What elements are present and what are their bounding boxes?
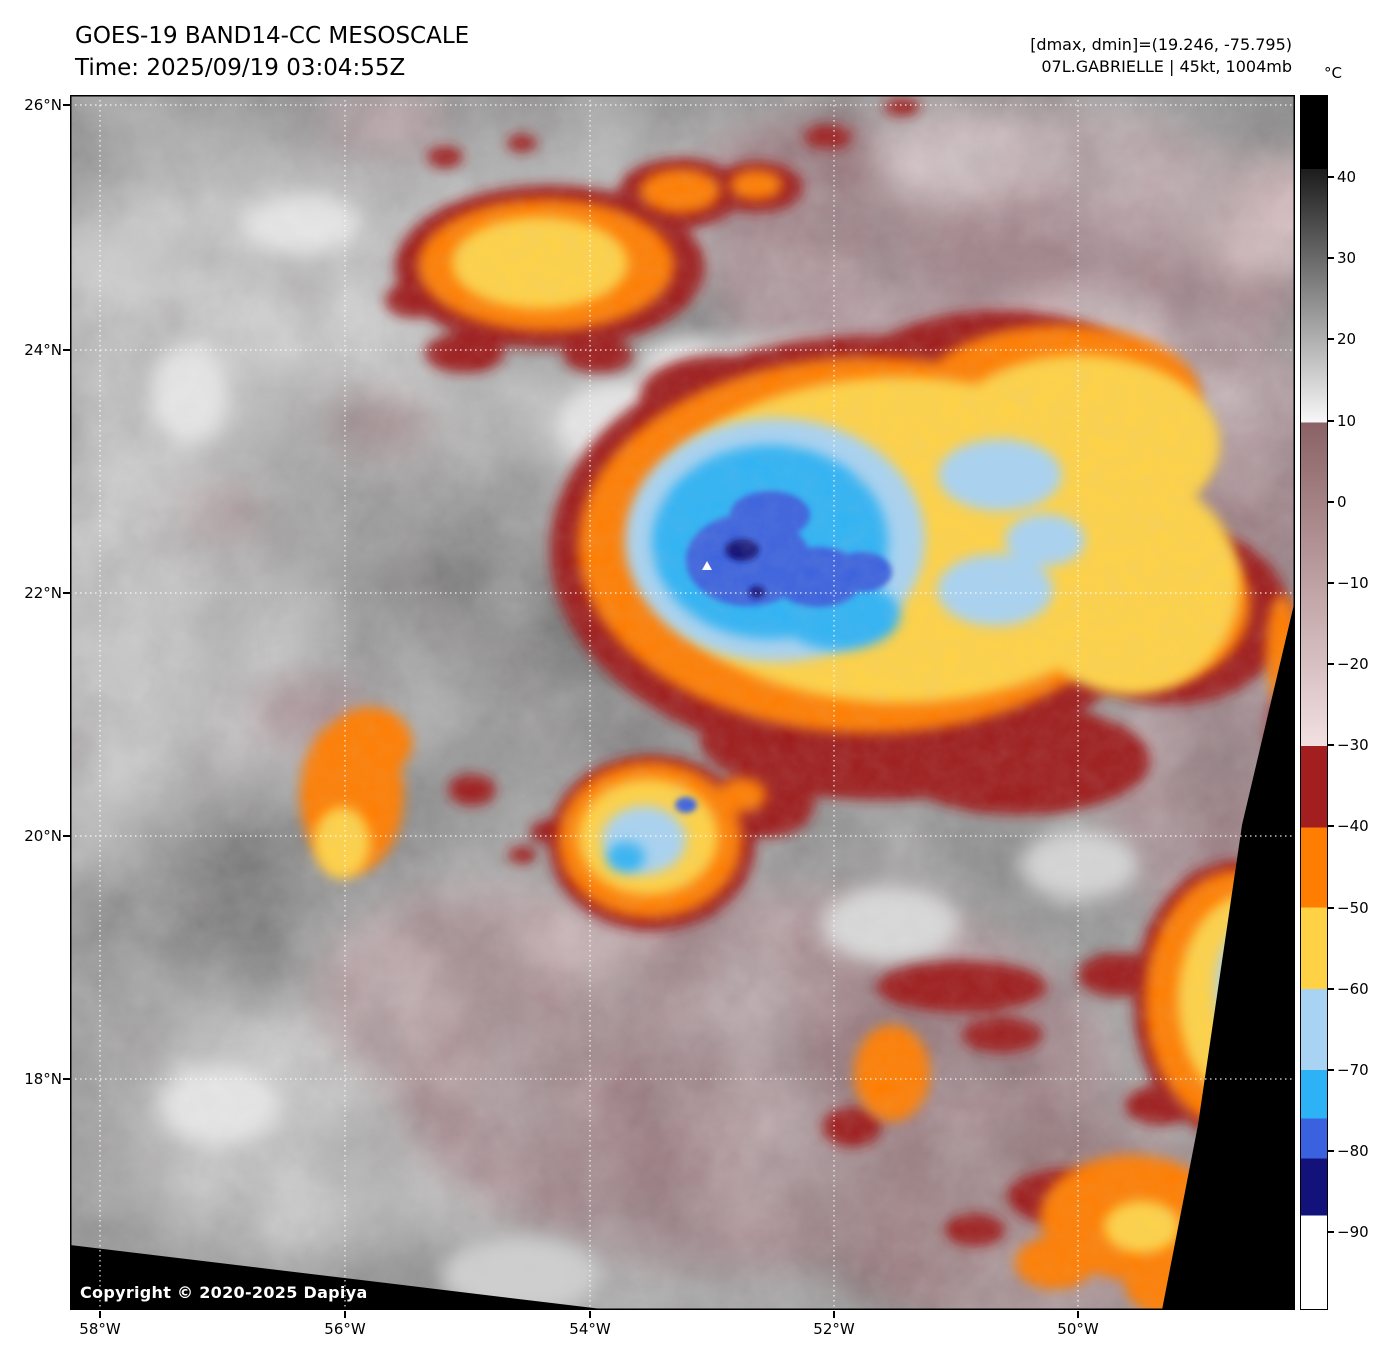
satellite-imagery (70, 95, 1295, 1310)
lon-tick (1077, 1311, 1079, 1318)
cbar-tick-n10: −10 (1328, 574, 1369, 592)
lon-tick (344, 1311, 346, 1318)
lon-label-50w: 50°W (1057, 1320, 1099, 1338)
lat-tick (63, 104, 70, 106)
lat-label-18n: 18°N (24, 1070, 62, 1088)
cbar-tick-n60: −60 (1328, 980, 1369, 998)
dmax-dmin-readout: [dmax, dmin]=(19.246, -75.795) (1030, 35, 1292, 54)
grain-overlay (70, 95, 1295, 1310)
cbar-tick-n40: −40 (1328, 817, 1369, 835)
cbar-tick-10: 10 (1327, 412, 1357, 430)
lat-tick (63, 592, 70, 594)
lat-label-22n: 22°N (24, 584, 62, 602)
lat-tick (63, 349, 70, 351)
lon-label-52w: 52°W (813, 1320, 855, 1338)
cbar-tick-n30: −30 (1328, 736, 1369, 754)
cbar-tick-30: 30 (1327, 249, 1357, 267)
cbar-tick-20: 20 (1327, 330, 1357, 348)
satellite-map (70, 95, 1295, 1310)
plot-title: GOES-19 BAND14-CC MESOSCALE (75, 23, 470, 49)
storm-info-label: 07L.GABRIELLE | 45kt, 1004mb (1041, 57, 1292, 76)
lon-tick (99, 1311, 101, 1318)
lat-tick (63, 1078, 70, 1080)
lat-label-24n: 24°N (24, 341, 62, 359)
colorbar-unit-label: °C (1324, 64, 1342, 82)
grid-lines (70, 95, 1295, 1310)
plot-info: [dmax, dmin]=(19.246, -75.795) 07L.GABRI… (1030, 34, 1292, 78)
cbar-tick-n20: −20 (1328, 655, 1369, 673)
map-frame (70, 95, 1295, 1310)
cbar-tick-n80: −80 (1328, 1142, 1369, 1160)
lon-tick (589, 1311, 591, 1318)
copyright-label: Copyright © 2020-2025 Dapiya (80, 1283, 368, 1302)
plot-time: Time: 2025/09/19 03:04:55Z (75, 55, 406, 81)
cbar-tick-0: 0 (1328, 493, 1347, 511)
lon-label-54w: 54°W (569, 1320, 611, 1338)
cbar-tick-n90: −90 (1328, 1223, 1369, 1241)
cbar-tick-n50: −50 (1328, 899, 1369, 917)
lon-tick (833, 1311, 835, 1318)
lat-tick (63, 835, 70, 837)
temperature-colorbar (1300, 95, 1328, 1310)
lon-label-56w: 56°W (324, 1320, 366, 1338)
no-data-region (70, 600, 1295, 1310)
lon-label-58w: 58°W (79, 1320, 121, 1338)
plot-header: GOES-19 BAND14-CC MESOSCALE Time: 2025/0… (75, 20, 469, 84)
lat-label-20n: 20°N (24, 827, 62, 845)
cbar-tick-n70: −70 (1328, 1061, 1369, 1079)
lat-label-26n: 26°N (24, 96, 62, 114)
cbar-tick-40: 40 (1327, 168, 1357, 186)
